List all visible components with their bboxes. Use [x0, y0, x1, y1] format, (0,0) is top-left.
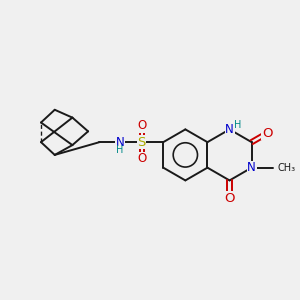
Text: N: N: [116, 136, 124, 149]
Text: H: H: [116, 145, 124, 155]
Text: S: S: [137, 136, 146, 149]
Text: N: N: [225, 123, 234, 136]
Text: O: O: [137, 119, 146, 132]
Text: N: N: [247, 161, 256, 174]
Text: O: O: [137, 152, 146, 165]
Text: O: O: [224, 192, 235, 205]
Text: H: H: [234, 121, 241, 130]
Text: O: O: [262, 127, 272, 140]
Text: CH₃: CH₃: [277, 163, 296, 173]
